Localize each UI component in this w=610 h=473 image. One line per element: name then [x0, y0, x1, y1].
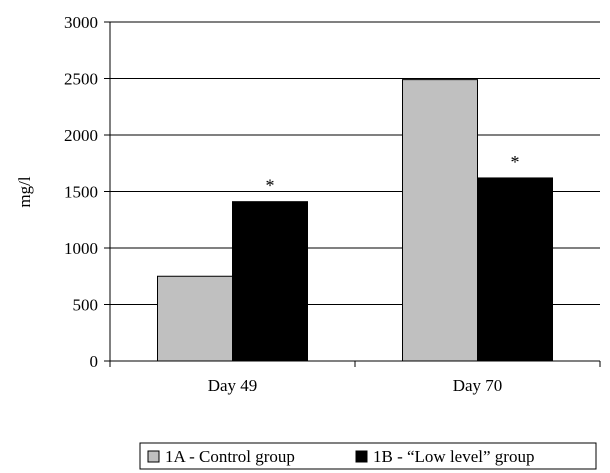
- y-tick-label: 500: [73, 296, 99, 315]
- axes: [104, 21, 601, 367]
- y-tick-label: 2000: [64, 126, 98, 145]
- bar-low-level-1: [232, 201, 308, 362]
- y-tick-label: 1000: [64, 239, 98, 258]
- legend: 1A - Control group 1B - “Low level” group: [139, 442, 597, 470]
- legend-box: [139, 442, 597, 470]
- y-axis-title: mg/l: [15, 176, 34, 207]
- bars: [157, 79, 553, 362]
- bar-control-1: [157, 275, 233, 362]
- legend-swatch: [355, 450, 368, 463]
- annotations: **: [266, 152, 520, 196]
- y-tick-label: 3000: [64, 13, 98, 32]
- significance-asterisk: *: [266, 176, 275, 196]
- significance-asterisk: *: [511, 152, 520, 172]
- legend-swatch: [147, 450, 160, 463]
- y-tick-label: 2500: [64, 70, 98, 89]
- bar-low-level-2: [477, 177, 553, 362]
- y-tick-labels: 0 500 1000 1500 2000 2500 3000: [64, 13, 98, 371]
- legend-label: 1B - “Low level” group: [373, 447, 534, 466]
- x-category-label: Day 70: [453, 376, 503, 395]
- y-tick-label: 0: [90, 352, 99, 371]
- x-category-labels: Day 49 Day 70: [208, 376, 503, 395]
- y-tick-label: 1500: [64, 183, 98, 202]
- x-category-label: Day 49: [208, 376, 258, 395]
- bar-control-2: [402, 79, 478, 362]
- legend-label: 1A - Control group: [165, 447, 295, 466]
